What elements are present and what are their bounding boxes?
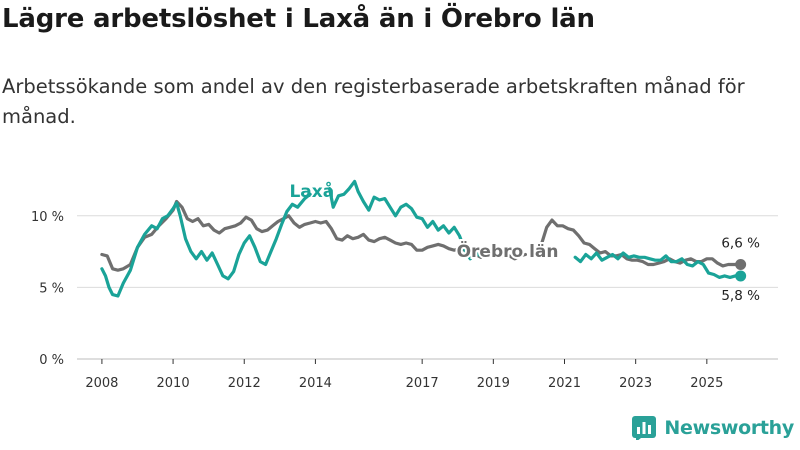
series-line-orebro: [100, 199, 483, 272]
y-tick-label: 0 %: [39, 353, 64, 368]
brand-name: Newsworthy: [664, 417, 794, 439]
series-line-laxa: [573, 251, 743, 279]
y-tick-label: 10 %: [31, 210, 64, 225]
x-tick-label: 2019: [477, 376, 510, 391]
end-point-orebro: [735, 258, 747, 270]
x-tick-label: 2021: [548, 376, 581, 391]
series-label-orebro: Örebro län: [457, 240, 559, 262]
x-tick-label: 2025: [690, 376, 723, 391]
series-lines: [100, 179, 747, 298]
x-tick-label: 2023: [619, 376, 652, 391]
gridlines: [77, 215, 778, 360]
chart-subtitle: Arbetssökande som andel av den registerb…: [2, 75, 745, 128]
newsworthy-logo-icon: [632, 416, 657, 440]
x-tick-label: 2012: [228, 376, 261, 391]
x-tick-label: 2017: [406, 376, 439, 391]
x-tick-label: 2008: [85, 376, 118, 391]
series-line-laxa: [328, 179, 497, 261]
series-line-orebro: [539, 218, 743, 268]
end-label-laxa: 5,8 %: [721, 288, 760, 304]
y-tick-label: 5 %: [39, 281, 64, 296]
series-line-orebro: [502, 252, 527, 261]
series-label-laxa: Laxå: [289, 180, 334, 202]
series-line-laxa: [100, 192, 312, 298]
newsworthy-logo[interactable]: Newsworthy: [632, 416, 794, 440]
end-label-orebro: 6,6 %: [721, 235, 760, 251]
x-axis: 2008 2010 2012 2014 2017 2019 2021 2023 2025: [85, 359, 723, 391]
end-point-laxa: [735, 270, 747, 282]
chart-title: Lägre arbetslöshet i Laxå än i Örebro lä…: [2, 4, 595, 34]
x-tick-label: 2010: [157, 376, 190, 391]
series-labels: Laxå Örebro län 6,6 % 5,8 %: [289, 180, 760, 304]
y-axis: 0 % 5 % 10 %: [31, 210, 64, 368]
x-tick-label: 2014: [299, 376, 332, 391]
